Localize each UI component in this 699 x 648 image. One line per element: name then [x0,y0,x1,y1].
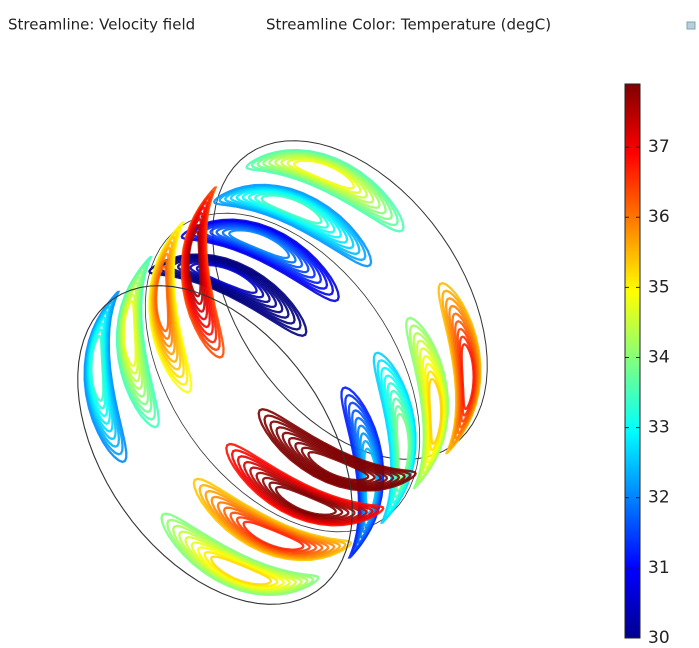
tick-label: 30 [648,628,670,648]
tick-label: 32 [648,488,670,508]
tick-label: 31 [648,558,670,578]
color-bar [625,84,640,638]
chart: Streamline: Velocity field Streamline Co… [0,0,699,648]
tick-label: 33 [648,418,670,438]
tick-label: 37 [648,137,670,157]
tick-label: 36 [648,207,670,227]
streamline-plot [78,141,487,605]
subtitle: Streamline Color: Temperature (degC) [266,16,551,34]
toolbar-icon[interactable] [687,22,695,29]
tick-label: 35 [648,277,670,297]
title: Streamline: Velocity field [8,16,195,34]
tick-label: 34 [648,347,670,367]
